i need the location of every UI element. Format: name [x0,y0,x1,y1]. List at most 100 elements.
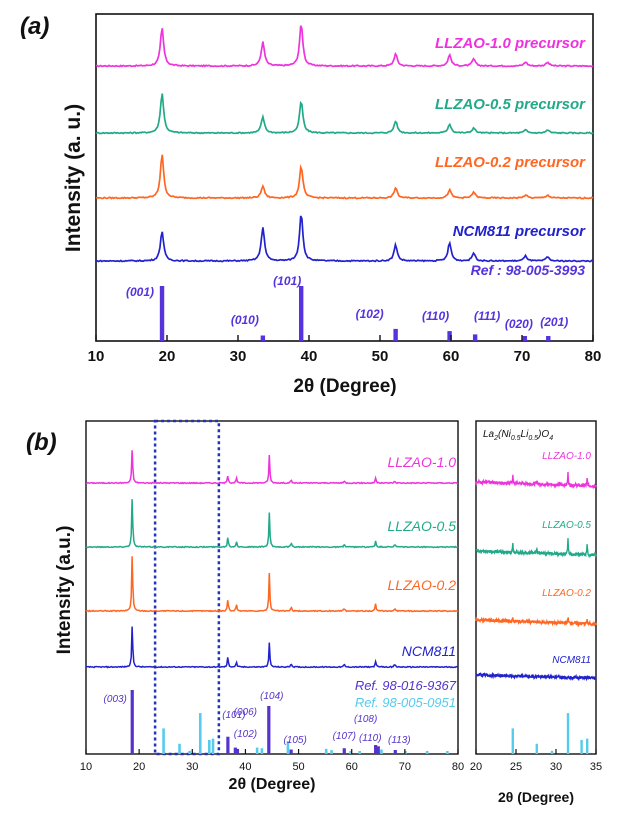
inset-series-label: LLZAO-0.2 [542,588,591,599]
panel-b-series-label: LLZAO-1.0 [388,454,457,470]
panel-a-reference-line [159,286,165,341]
panel-a-reference-line [522,336,528,341]
inset-series: LLZAO-1.0 LLZAO-0.5 LLZAO-0.2 NCM811 [475,451,597,682]
panel-b-hkl-label: (104) [260,691,283,702]
panel-b-reference-line [207,739,211,754]
panel-b-x-tick-label: 70 [399,761,411,773]
panel-b-reference-line [376,746,380,754]
panel-a-reference-line [393,328,398,341]
panel-b-reference-line [446,751,449,754]
panel-b-reference-line [260,748,264,754]
panel-b-reference-line [162,728,165,754]
panel-b-series-line [85,626,459,669]
inset-series-line [475,616,597,628]
panel-b-series-label: NCM811 [402,643,456,659]
highlight-region-box [153,419,221,756]
panel-a-reference-label: Ref : 98-005-3993 [471,262,586,278]
panel-a-series-label: LLZAO-0.2 precursor [435,154,586,171]
panel-b-reference-line [130,690,134,754]
inset-reference-line [580,739,583,754]
panel-b-reference-line [289,749,293,754]
panel-a-hkl-label: (201) [540,315,568,329]
panel-a-series-label: LLZAO-1.0 precursor [435,35,586,52]
inset-series-label: NCM811 [552,655,591,666]
panel-a-hkl-label: (020) [505,317,533,331]
panel-b-x-tick-label: 50 [292,761,304,773]
inset-x-tick-label: 35 [590,761,602,773]
panel-b-hkl-label: (107) [333,731,356,742]
panel-a-x-tick-label: 40 [301,348,318,365]
inset-series-line [475,538,597,559]
panel-b-reference-line [233,747,237,754]
panel-b-reference-line [188,750,191,754]
inset-series-line [475,671,597,682]
inset-reference-line [586,738,589,754]
panel-b-series-line [85,450,459,485]
panel-a-series-line [96,215,594,263]
panel-a-hkl-label: (101) [273,274,301,288]
panel-a-label: (a) [20,13,49,40]
panel-a-x-axis-title: 2θ (Degree) [293,376,396,397]
panel-a-frame [95,13,594,342]
panel-a-x-tick-label: 10 [88,348,105,365]
panel-b-y-axis-title: Intensity (a.u.) [54,526,75,655]
panel-b-reference-line [211,738,215,754]
panel-b-x-ticks: 10 20 30 40 50 60 70 80 [80,749,464,773]
inset-x-tick-label: 30 [550,761,562,773]
panel-b-hkl-label: (003) [104,694,127,705]
panel-a-hkl-label: (010) [231,313,259,327]
inset-chart: La2(Ni0.5Li0.5)O4 LLZAO-1.0LLZAO-0.5LLZA… [470,420,602,773]
panel-a-chart: (001) (010) (101) (102) (110) (111) (020) (201)… [88,13,602,365]
panel-b-reference-line [330,750,333,754]
inset-reference [511,713,589,754]
panel-a-hkl-label: (110) [422,309,449,323]
panel-b-reference-line [358,751,361,754]
panel-b-reference-line [342,748,346,754]
panel-a-x-tick-label: 80 [585,348,602,365]
panel-b-reference-line [374,745,378,754]
inset-title: La2(Ni0.5Li0.5)O4 [483,429,553,442]
panel-a-series-line [95,154,594,200]
panel-a-reference-line [260,335,266,341]
panel-b-frame [85,420,459,755]
inset-reference-line [566,713,570,754]
panel-b-chart: (003) (101)(006) (102) (104) (105) (107) (108)… [80,419,464,773]
panel-b-series: LLZAO-1.0 LLZAO-0.5 LLZAO-0.2 NCM811 [85,450,459,669]
panel-b-series-line [85,499,459,549]
inset-reference-line [550,750,554,754]
panel-b-x-tick-label: 40 [239,761,251,773]
panel-a-hkl-label: (111) [474,309,500,323]
panel-b-x-tick-label: 30 [186,761,198,773]
panel-b-x-tick-label: 20 [133,761,145,773]
panel-a-x-tick-label: 70 [514,348,531,365]
panel-b-x-tick-label: 80 [452,761,464,773]
panel-a-x-tick-label: 20 [159,348,176,365]
panel-b-label: (b) [26,429,57,456]
panel-b-hkl-label: (006) [234,707,257,718]
panel-b-series-label: LLZAO-0.5 [388,518,457,534]
panel-a-series-label: NCM811 precursor [453,223,586,240]
panel-b-reference-label: Ref. 98-016-9367 [355,678,457,693]
panel-b-hkl-label: (110) [359,733,382,744]
panel-b-series-label: LLZAO-0.2 [388,577,457,593]
panel-a-hkl-label: (001) [126,285,154,299]
panel-b-reference-line [380,749,383,754]
panel-b-reference-line [255,747,259,754]
panel-b-hkl-label: (113) [388,735,411,746]
inset-x-tick-label: 20 [470,761,482,773]
panel-b-reference-line [324,748,328,754]
panel-b-reference-line [286,741,290,754]
panel-b-series-line [85,556,459,613]
panel-b-x-axis-title: 2θ (Degree) [229,776,316,793]
inset-series-label: LLZAO-1.0 [542,451,591,462]
panel-a-reference-line [298,286,304,341]
panel-b-reference-line [349,751,352,754]
panel-a-series-line [95,93,594,135]
panel-a-x-tick-label: 30 [230,348,247,365]
panel-a-reference-line [447,331,452,341]
panel-b-reference-line [226,736,230,754]
panel-b-references: (003) (101)(006) (102) (104) (105) (107) (108)… [104,678,457,754]
panel-a-reference: (001) (010) (101) (102) (110) (111) (020) (201)… [126,262,585,341]
panel-a-reference-line [472,334,478,341]
